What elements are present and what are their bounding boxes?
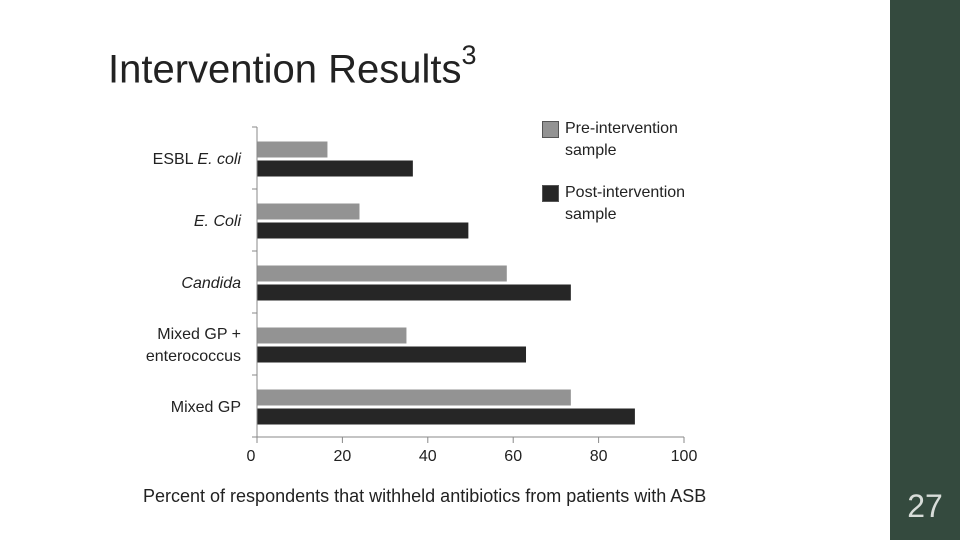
bar-pre-2 xyxy=(257,265,507,282)
bar-post-0 xyxy=(257,160,413,177)
bar-post-2 xyxy=(257,284,571,301)
bar-post-1 xyxy=(257,222,469,239)
bar-pre-0 xyxy=(257,141,328,158)
x-tick-label-0: 0 xyxy=(247,448,256,465)
legend-label-post-line2: sample xyxy=(565,206,617,223)
bar-post-4 xyxy=(257,408,635,425)
x-tick-label-4: 80 xyxy=(590,448,608,465)
slide-sidebar xyxy=(890,0,960,540)
legend-label-pre-line1: Pre-intervention xyxy=(565,120,678,137)
legend-label-post: Post-intervention sample xyxy=(565,182,735,226)
x-tick-label-1: 20 xyxy=(334,448,352,465)
bar-post-3 xyxy=(257,346,527,363)
x-axis-label: Percent of respondents that withheld ant… xyxy=(143,486,707,506)
legend-label-pre: Pre-intervention sample xyxy=(565,118,735,162)
legend-label-pre-line2: sample xyxy=(565,142,617,159)
category-label-3: Mixed GP + enterococcus xyxy=(146,326,241,365)
category-label-4: Mixed GP xyxy=(171,399,241,416)
slide-title-text: Intervention Results xyxy=(108,47,462,92)
bar-pre-1 xyxy=(257,203,360,220)
bar-pre-3 xyxy=(257,327,407,344)
legend-swatch-post xyxy=(542,185,559,202)
bar-chart: ESBL E. coli E. Coli Candida Mixed GP + ente… xyxy=(146,126,698,465)
category-label-2: Candida xyxy=(181,275,241,292)
x-tick-label-3: 60 xyxy=(504,448,522,465)
title-superscript: 3 xyxy=(461,40,477,70)
slide-title: Intervention Results3 xyxy=(108,40,477,92)
legend-label-post-line1: Post-intervention xyxy=(565,184,686,201)
slide-number: 27 xyxy=(907,488,943,524)
x-tick-label-2: 40 xyxy=(419,448,437,465)
category-label-1: E. Coli xyxy=(194,213,242,230)
bar-pre-4 xyxy=(257,389,571,406)
category-label-0: ESBL E. coli xyxy=(153,151,242,168)
x-tick-label-5: 100 xyxy=(671,448,698,465)
legend-swatch-pre xyxy=(542,121,559,138)
